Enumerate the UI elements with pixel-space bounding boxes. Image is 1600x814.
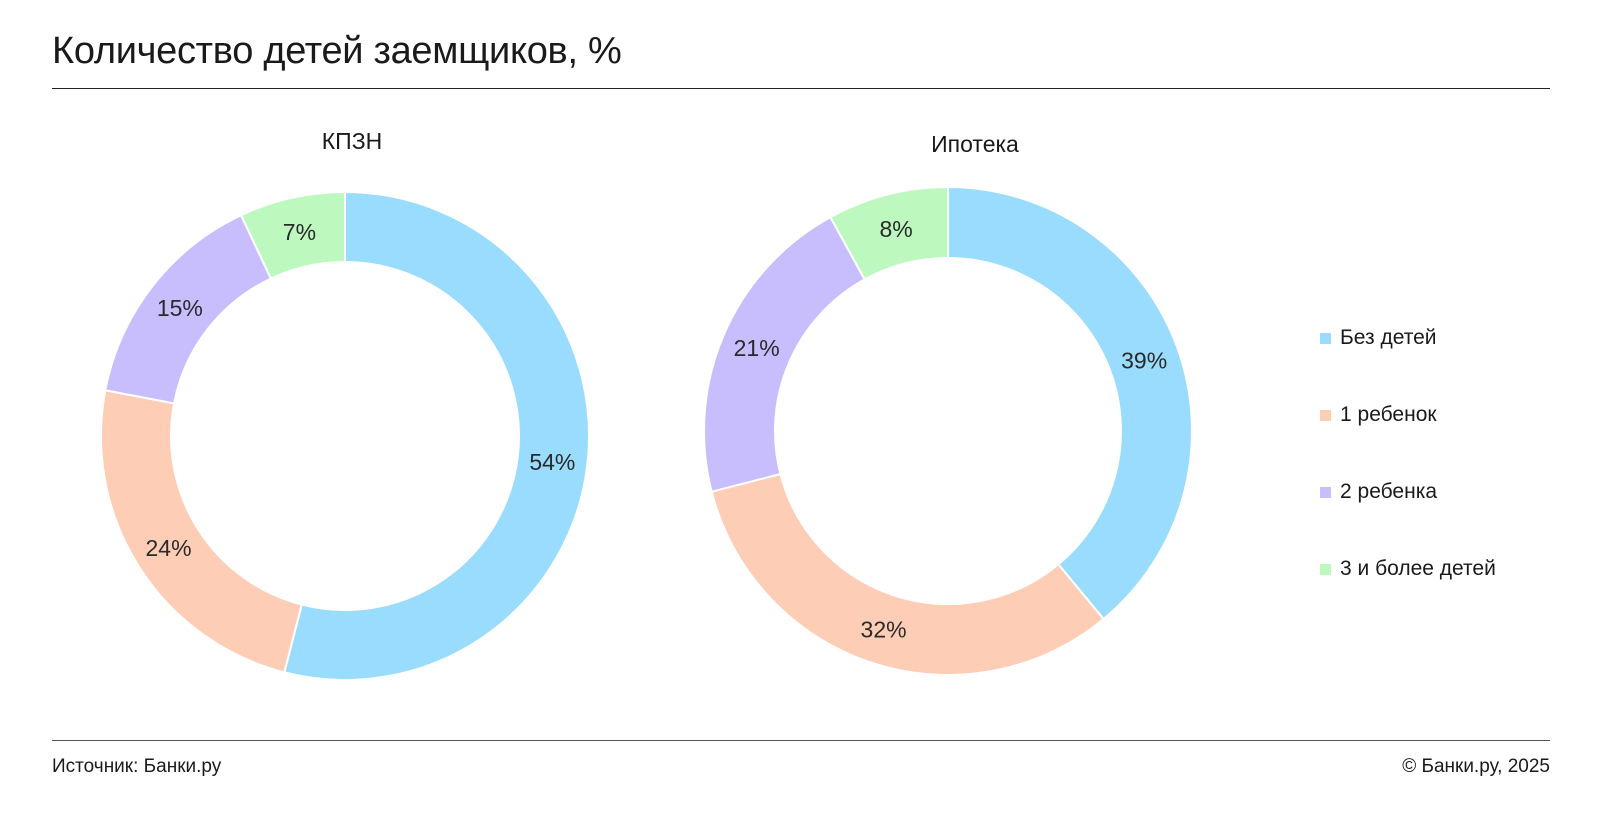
donut-chart-kpzn: 54% 24% 15% 7% <box>100 190 590 681</box>
donut-slice-no-children <box>947 185 1193 621</box>
donut-slice-three-plus-children <box>829 185 949 281</box>
chart-title-ipoteka: Ипотека <box>931 131 1019 157</box>
donut-chart-ipoteka: 39% 32% 21% 8% <box>703 185 1193 676</box>
title-divider <box>52 88 1550 89</box>
slice-label-one-child: 32% <box>861 616 907 642</box>
copyright-note: © Банки.ру, 2025 <box>1402 756 1550 777</box>
source-note: Источник: Банки.ру <box>52 756 222 777</box>
donut-slice-no-children <box>283 190 590 681</box>
legend-swatch <box>1320 409 1331 421</box>
slice-label-two-children: 15% <box>157 295 203 321</box>
legend-swatch <box>1320 563 1331 575</box>
slice-label-no-children: 54% <box>529 449 575 475</box>
page-title: Количество детей заемщиков, % <box>52 30 622 72</box>
legend-label: 1 ребенок <box>1340 403 1437 426</box>
legend-label: 3 и более детей <box>1340 557 1496 580</box>
legend-swatch <box>1320 332 1331 344</box>
slice-label-no-children: 39% <box>1121 347 1167 373</box>
legend-label: Без детей <box>1340 326 1437 349</box>
donut-slice-two-children <box>703 215 867 493</box>
donut-slice-three-plus-children <box>239 190 346 280</box>
legend-item-two-children: 2 ребенка <box>1320 480 1496 504</box>
footer-divider <box>52 740 1550 741</box>
chart-title-kpzn: КПЗН <box>321 128 383 154</box>
slice-label-one-child: 24% <box>146 535 192 561</box>
slice-label-two-children: 21% <box>734 335 780 361</box>
slice-label-three-plus-children: 7% <box>283 219 316 245</box>
legend: Без детей 1 ребенок 2 ребенка 3 и более … <box>1320 326 1496 581</box>
legend-label: 2 ребенка <box>1340 480 1438 503</box>
donut-slice-one-child <box>100 389 303 674</box>
legend-item-no-children: Без детей <box>1320 326 1496 350</box>
donut-slice-one-child <box>710 472 1105 676</box>
legend-item-one-child: 1 ребенок <box>1320 403 1496 427</box>
legend-item-three-plus-children: 3 и более детей <box>1320 557 1496 581</box>
legend-swatch <box>1320 486 1331 498</box>
slice-label-three-plus-children: 8% <box>880 216 913 242</box>
